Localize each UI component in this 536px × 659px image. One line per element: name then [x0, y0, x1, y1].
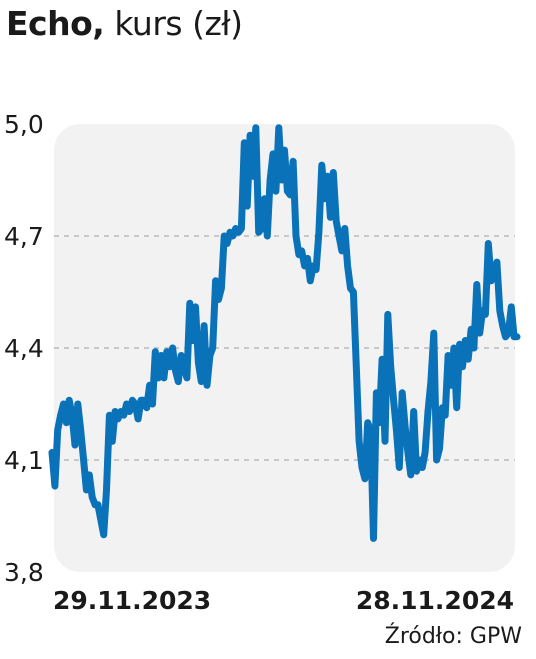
series-group [48, 124, 521, 542]
y-tick-label: 4,4 [4, 334, 44, 363]
y-tick-label: 5,0 [4, 110, 44, 139]
chart-title-bold: Echo, [6, 4, 105, 43]
x-axis-ticks: 29.11.2023 28.11.2024 [53, 586, 514, 615]
x-tick-label-end: 28.11.2024 [356, 586, 514, 615]
chart-title: Echo, kurs (zł) [6, 2, 243, 46]
y-axis-ticks: 3,8 4,1 4,4 4,7 5,0 [4, 110, 44, 587]
y-tick-label: 4,1 [4, 446, 44, 475]
y-tick-label: 4,7 [4, 222, 44, 251]
source-note: Źródło: GPW [384, 624, 522, 649]
series-line [48, 124, 521, 542]
y-tick-label: 3,8 [4, 558, 44, 587]
x-tick-label-start: 29.11.2023 [53, 586, 211, 615]
chart-title-light: kurs (zł) [114, 4, 243, 43]
